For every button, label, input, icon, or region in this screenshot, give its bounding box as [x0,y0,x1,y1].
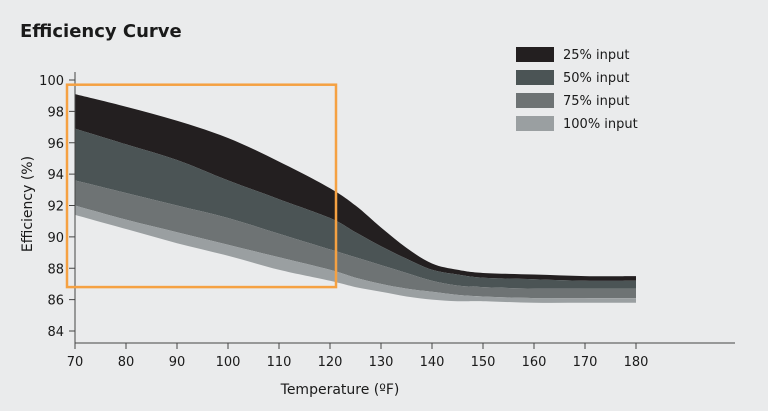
x-tick-label: 130 [369,355,394,370]
y-tick-label: 96 [47,137,64,152]
annotations [65,83,338,289]
legend-label-50-input: 50% input [563,71,629,86]
legend-swatch-100-input [516,116,554,131]
y-tick-label: 100 [39,74,64,89]
y-tick-label: 90 [47,231,64,246]
legend-label-25-input: 25% input [563,48,629,63]
area-100-input [75,205,636,303]
y-tick-label: 98 [47,105,64,120]
x-tick-label: 140 [420,355,445,370]
x-tick-label: 120 [318,355,343,370]
legend-swatch-75-input [516,93,554,108]
y-tick-label: 92 [47,200,64,215]
area-25-input [75,94,636,281]
x-tick-label: 160 [522,355,547,370]
x-tick-label: 100 [216,355,241,370]
x-axis-label: Temperature (ºF) [280,382,400,398]
x-tick-label: 110 [267,355,292,370]
area-75-input [75,180,636,299]
x-tick-label: 80 [118,355,135,370]
y-tick-label: 86 [47,294,64,309]
highlight-box [65,83,338,289]
x-tick-label: 150 [471,355,496,370]
y-axis-label: Efficiency (%) [20,156,36,252]
chart-title: Efficiency Curve [20,21,182,42]
y-tick-label: 94 [47,168,64,183]
y-tick-label: 88 [47,262,64,277]
series-areas [75,94,636,303]
x-tick-label: 90 [169,355,186,370]
legend-swatch-25-input [516,47,554,62]
x-tick-label: 70 [67,355,84,370]
legend: 25% input 50% input 75% input 100% input [516,47,638,132]
x-tick-label: 180 [624,355,649,370]
axes: 84 86 88 90 92 94 96 98 100 70 80 90 100 110 120 130 140… [39,72,735,370]
legend-label-100-input: 100% input [563,117,638,132]
area-50-input [75,128,636,289]
x-tick-label: 170 [573,355,598,370]
legend-label-75-input: 75% input [563,94,629,109]
legend-swatch-50-input [516,70,554,85]
y-tick-label: 84 [47,325,64,340]
